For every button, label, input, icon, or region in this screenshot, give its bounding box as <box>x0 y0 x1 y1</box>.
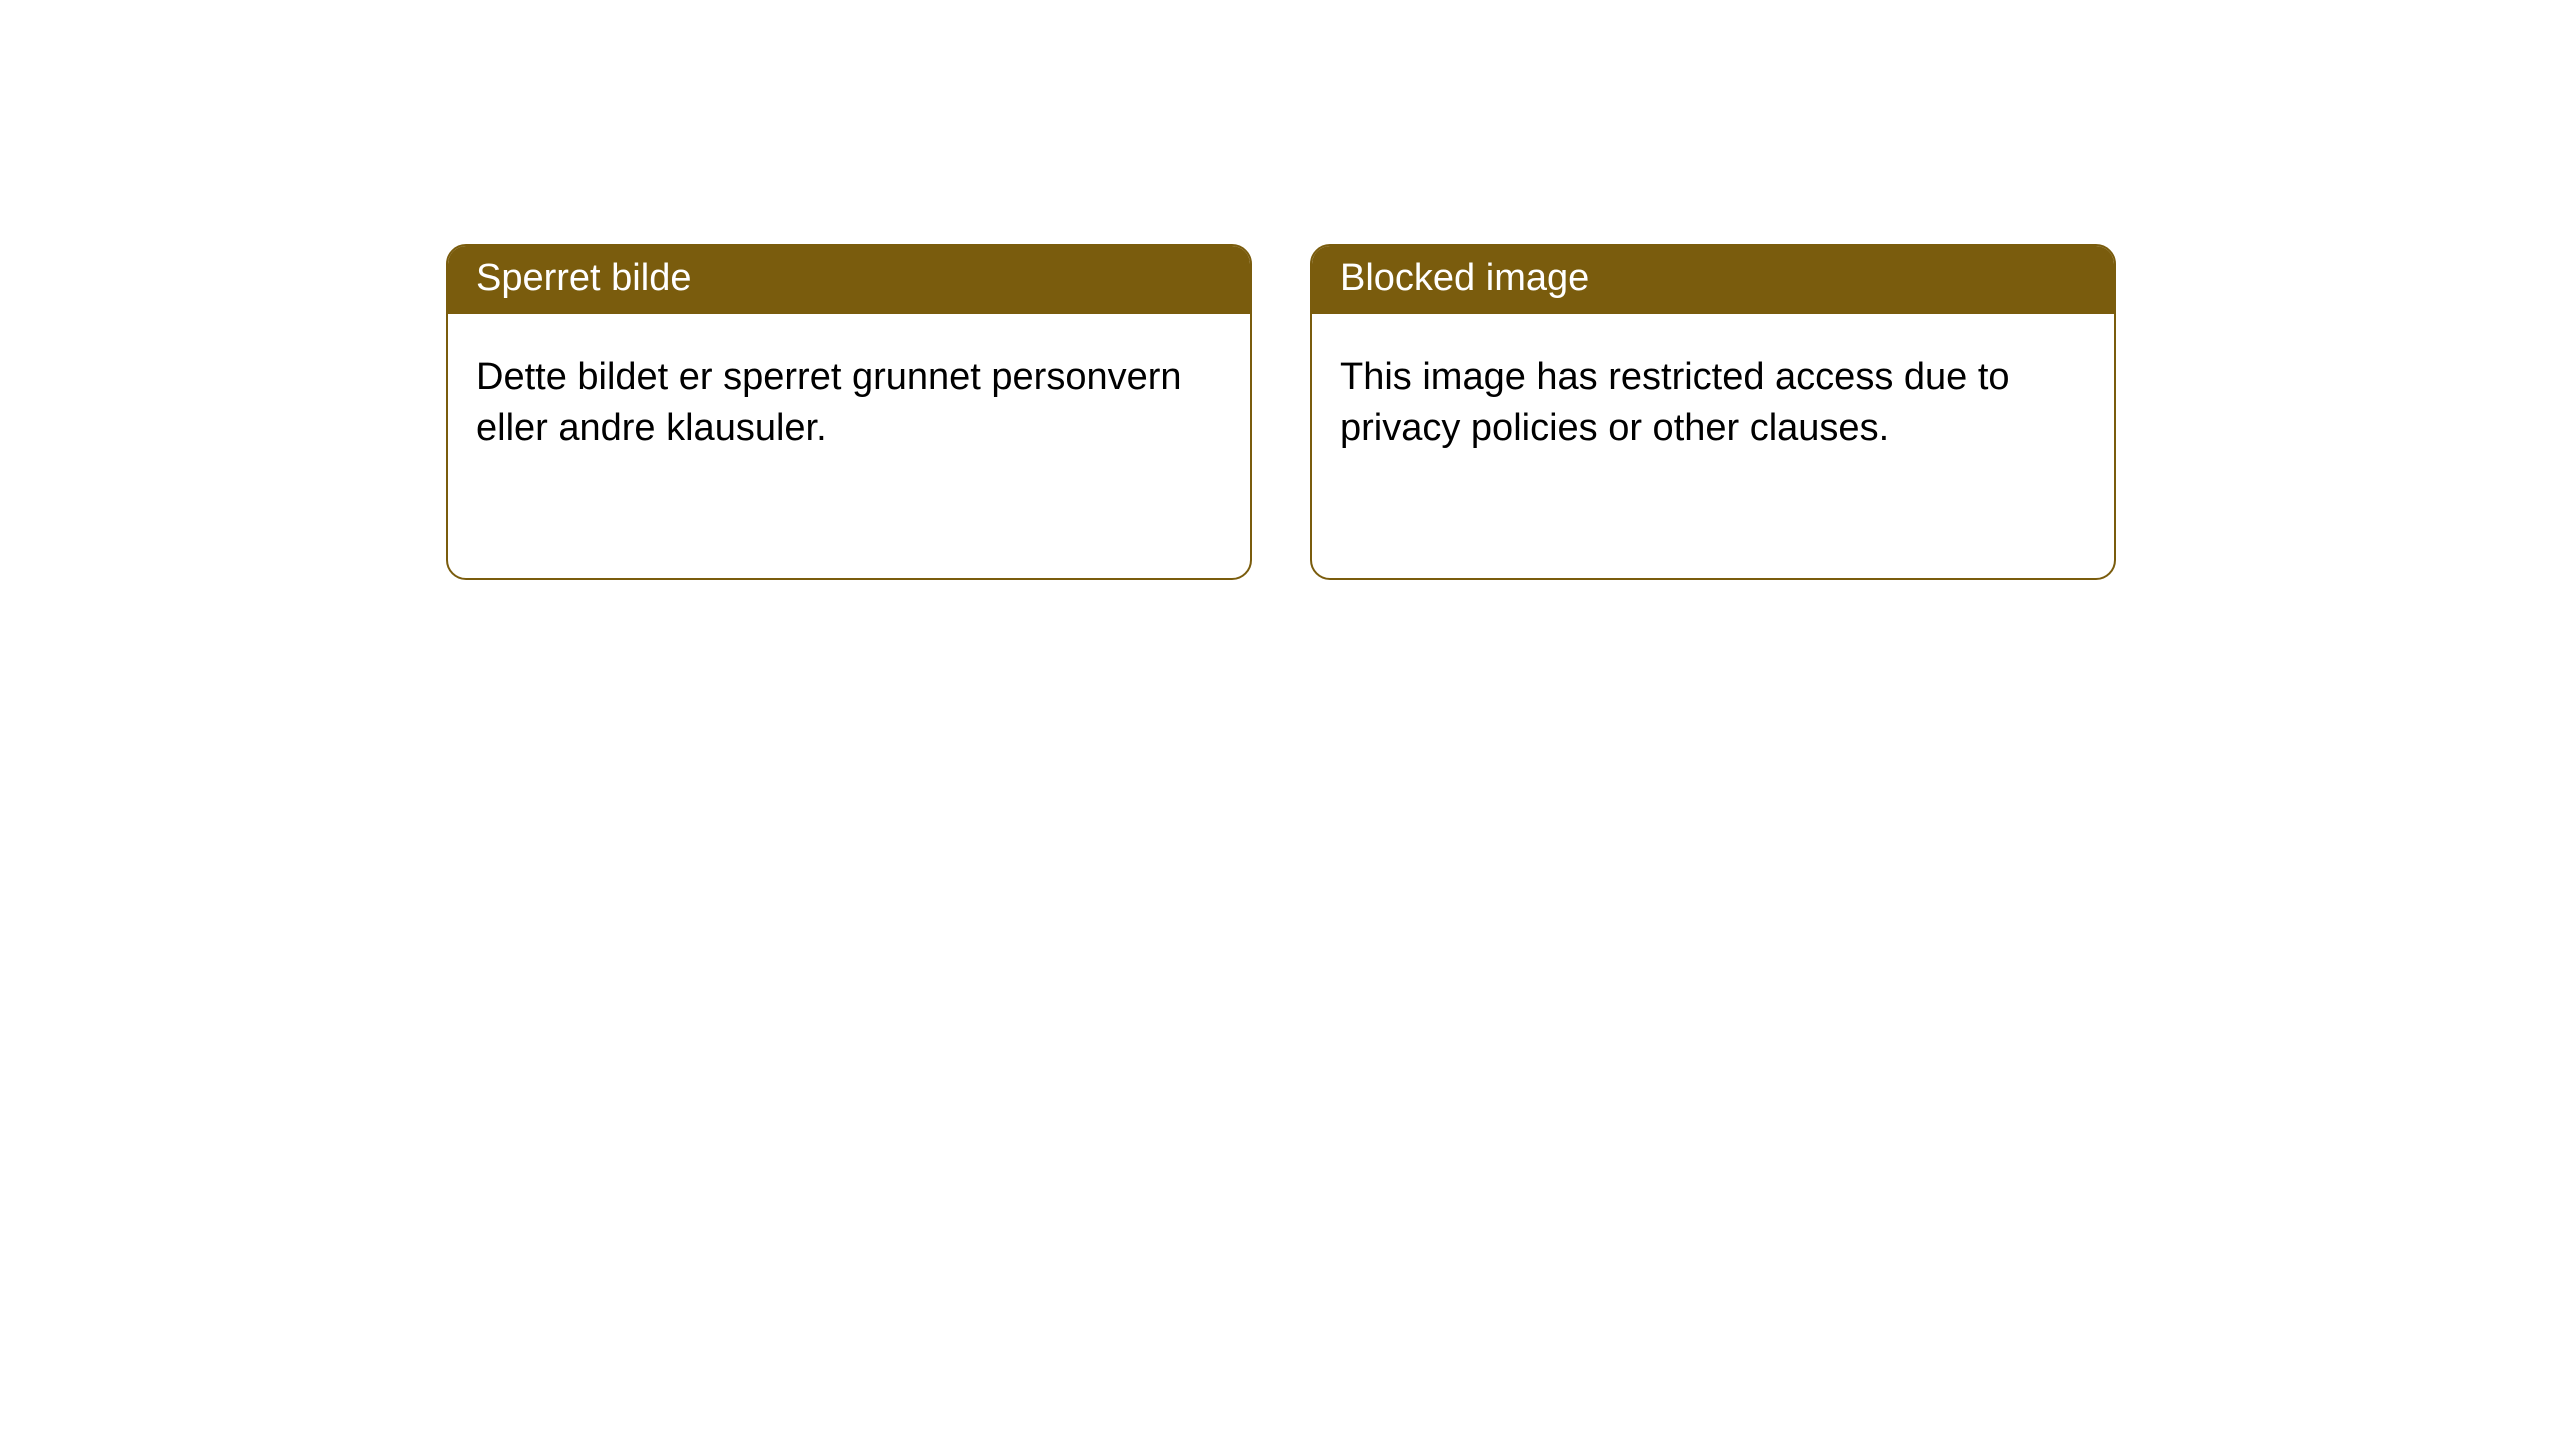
notice-card-header: Sperret bilde <box>448 246 1250 314</box>
notice-cards-container: Sperret bilde Dette bildet er sperret gr… <box>0 0 2560 580</box>
notice-card-header: Blocked image <box>1312 246 2114 314</box>
notice-card-english: Blocked image This image has restricted … <box>1310 244 2116 580</box>
notice-card-body: Dette bildet er sperret grunnet personve… <box>448 314 1250 493</box>
notice-card-norwegian: Sperret bilde Dette bildet er sperret gr… <box>446 244 1252 580</box>
notice-card-body: This image has restricted access due to … <box>1312 314 2114 493</box>
